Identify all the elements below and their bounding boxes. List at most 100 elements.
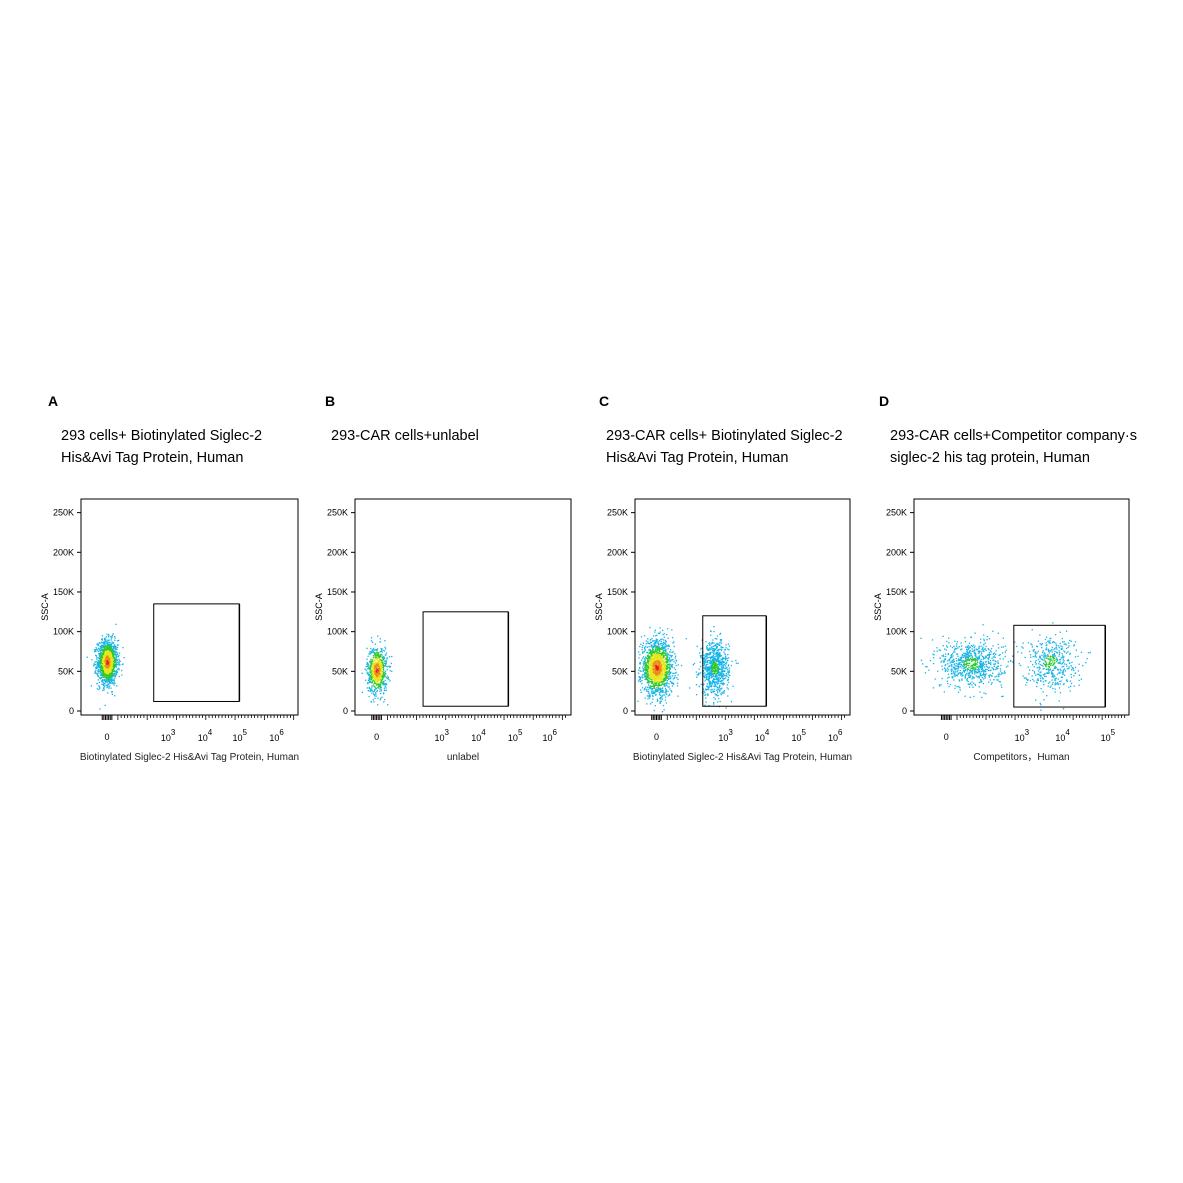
- data-point: [655, 648, 657, 651]
- data-point: [668, 693, 671, 695]
- data-point: [378, 666, 381, 668]
- data-point: [730, 664, 732, 667]
- data-point: [656, 681, 658, 683]
- data-point: [990, 664, 992, 666]
- data-point: [941, 655, 943, 657]
- data-point: [657, 663, 660, 665]
- data-point: [380, 669, 382, 671]
- data-point: [1002, 646, 1004, 648]
- data-point: [981, 696, 983, 699]
- data-point: [657, 649, 659, 651]
- data-point: [93, 663, 95, 665]
- data-point: [664, 661, 666, 663]
- data-point: [936, 650, 938, 652]
- data-point: [654, 655, 656, 657]
- data-point: [666, 660, 669, 663]
- data-point: [106, 651, 109, 653]
- data-point: [668, 676, 670, 678]
- data-point: [641, 675, 643, 677]
- data-point: [651, 658, 654, 661]
- data-point: [661, 638, 663, 640]
- data-point: [86, 656, 88, 658]
- data-point: [724, 670, 726, 672]
- data-point: [652, 668, 654, 670]
- data-point: [374, 668, 376, 670]
- data-point: [727, 654, 729, 656]
- data-point: [992, 667, 994, 670]
- data-point: [101, 674, 104, 676]
- data-point: [98, 681, 101, 683]
- y-tick-label: 200K: [607, 547, 628, 557]
- data-point: [388, 678, 390, 681]
- data-point: [647, 686, 649, 688]
- data-point: [703, 667, 705, 669]
- data-point: [707, 648, 709, 650]
- y-tick-label: 250K: [53, 508, 74, 518]
- data-point: [946, 680, 949, 682]
- data-point: [106, 668, 108, 670]
- data-point: [662, 663, 664, 665]
- data-point: [670, 665, 672, 668]
- data-point: [668, 656, 670, 658]
- data-point: [661, 667, 663, 669]
- data-point: [719, 633, 721, 635]
- data-point: [116, 654, 119, 656]
- data-point: [656, 656, 658, 659]
- data-point: [98, 661, 101, 663]
- data-point: [716, 695, 718, 697]
- data-point: [661, 696, 663, 698]
- data-point: [990, 675, 993, 677]
- data-point: [375, 666, 377, 668]
- data-point: [713, 696, 715, 699]
- data-point: [370, 689, 372, 692]
- data-point: [707, 663, 709, 665]
- data-point: [983, 670, 985, 673]
- data-point: [726, 667, 728, 669]
- data-point: [650, 641, 652, 644]
- data-point: [660, 648, 662, 650]
- data-point: [106, 671, 108, 673]
- data-point: [945, 663, 947, 666]
- data-point: [385, 683, 387, 685]
- data-point: [992, 659, 995, 661]
- data-point: [710, 682, 712, 684]
- data-point: [110, 675, 112, 678]
- data-point: [372, 663, 374, 665]
- data-point: [719, 689, 721, 692]
- data-point: [375, 653, 377, 655]
- data-point: [117, 663, 119, 665]
- data-point: [969, 650, 971, 652]
- data-point: [102, 644, 104, 646]
- data-point: [708, 654, 710, 656]
- data-point: [370, 650, 372, 653]
- data-point: [642, 670, 644, 672]
- data-point: [667, 637, 669, 639]
- data-point: [719, 641, 721, 644]
- data-point: [662, 668, 664, 671]
- data-point: [366, 687, 368, 689]
- data-point: [97, 674, 99, 677]
- data-point: [118, 662, 120, 664]
- data-point: [111, 649, 113, 651]
- data-point: [369, 653, 371, 655]
- data-point: [105, 663, 108, 666]
- data-point: [978, 668, 980, 670]
- data-point: [723, 667, 725, 669]
- data-point: [664, 666, 667, 668]
- data-point: [995, 666, 997, 669]
- data-point: [708, 704, 710, 707]
- data-point: [710, 657, 712, 659]
- data-point: [652, 698, 654, 700]
- data-point: [665, 658, 667, 660]
- data-point: [380, 683, 382, 685]
- data-point: [705, 676, 708, 678]
- data-point: [980, 681, 982, 683]
- data-point: [379, 674, 381, 677]
- data-point: [955, 665, 957, 667]
- data-point: [114, 659, 116, 661]
- data-point: [660, 648, 663, 650]
- data-point: [713, 679, 715, 681]
- data-point: [381, 665, 383, 668]
- data-point: [382, 666, 385, 668]
- data-point: [658, 671, 661, 673]
